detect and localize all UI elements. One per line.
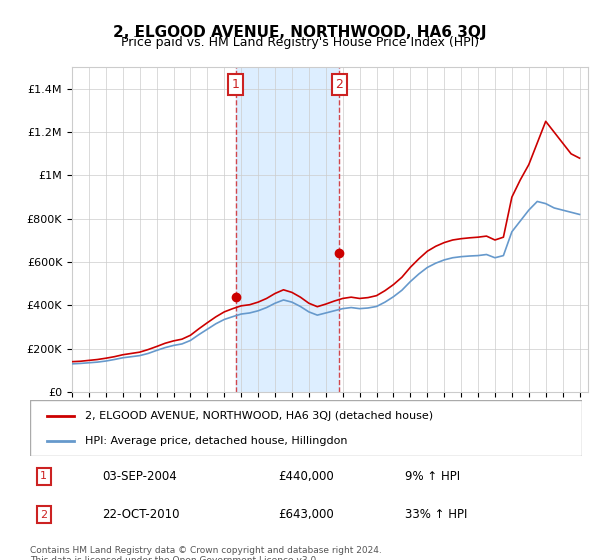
Text: £643,000: £643,000 — [278, 508, 334, 521]
Text: Price paid vs. HM Land Registry's House Price Index (HPI): Price paid vs. HM Land Registry's House … — [121, 36, 479, 49]
Text: 2: 2 — [40, 510, 47, 520]
Text: 1: 1 — [40, 472, 47, 482]
Text: 1: 1 — [232, 78, 239, 91]
Text: 2, ELGOOD AVENUE, NORTHWOOD, HA6 3QJ: 2, ELGOOD AVENUE, NORTHWOOD, HA6 3QJ — [113, 25, 487, 40]
FancyBboxPatch shape — [30, 400, 582, 456]
Text: 33% ↑ HPI: 33% ↑ HPI — [406, 508, 468, 521]
Text: £440,000: £440,000 — [278, 470, 334, 483]
Text: 9% ↑ HPI: 9% ↑ HPI — [406, 470, 460, 483]
Bar — [236, 67, 340, 392]
Text: 03-SEP-2004: 03-SEP-2004 — [102, 470, 176, 483]
Text: 2, ELGOOD AVENUE, NORTHWOOD, HA6 3QJ (detached house): 2, ELGOOD AVENUE, NORTHWOOD, HA6 3QJ (de… — [85, 411, 433, 421]
Text: 22-OCT-2010: 22-OCT-2010 — [102, 508, 179, 521]
Text: Contains HM Land Registry data © Crown copyright and database right 2024.
This d: Contains HM Land Registry data © Crown c… — [30, 546, 382, 560]
Text: HPI: Average price, detached house, Hillingdon: HPI: Average price, detached house, Hill… — [85, 436, 348, 446]
Text: 2: 2 — [335, 78, 343, 91]
